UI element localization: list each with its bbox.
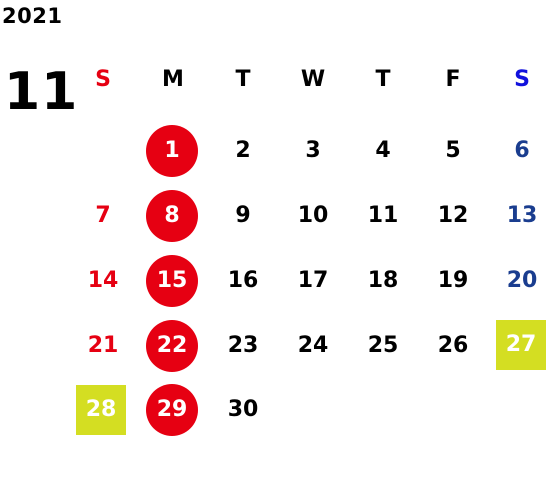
day-cell[interactable]: 6 (514, 138, 530, 163)
day-cell[interactable]: 14 (87, 268, 119, 293)
day-cell[interactable]: 25 (367, 333, 399, 358)
day-cell[interactable]: 22 (146, 320, 198, 372)
day-cell[interactable]: 20 (506, 268, 538, 293)
day-cell[interactable]: 15 (146, 255, 198, 307)
day-cell[interactable]: 30 (227, 397, 259, 422)
day-cell[interactable]: 8 (146, 190, 198, 242)
weekday-monday: M (162, 67, 184, 92)
day-cell[interactable]: 29 (146, 384, 198, 436)
weekday-thursday: T (375, 67, 391, 92)
weekday-tuesday: T (235, 67, 251, 92)
year-label: 2021 (2, 4, 63, 28)
day-cell[interactable]: 19 (437, 268, 469, 293)
day-cell[interactable]: 17 (297, 268, 329, 293)
day-cell[interactable]: 4 (375, 138, 391, 163)
day-cell-highlighted[interactable]: 27 (496, 320, 546, 370)
day-cell-highlighted[interactable]: 28 (76, 385, 126, 435)
day-cell[interactable]: 3 (305, 138, 321, 163)
day-cell[interactable]: 23 (227, 333, 259, 358)
day-cell[interactable]: 12 (437, 203, 469, 228)
day-cell[interactable]: 2 (235, 138, 251, 163)
day-cell[interactable]: 21 (87, 333, 119, 358)
weekday-friday: F (445, 67, 461, 92)
day-cell[interactable]: 18 (367, 268, 399, 293)
day-cell[interactable]: 16 (227, 268, 259, 293)
day-cell[interactable]: 9 (235, 203, 251, 228)
day-cell[interactable]: 10 (297, 203, 329, 228)
day-cell[interactable]: 5 (445, 138, 461, 163)
day-cell[interactable]: 13 (506, 203, 538, 228)
day-cell[interactable]: 11 (367, 203, 399, 228)
day-cell[interactable]: 7 (95, 203, 111, 228)
day-cell[interactable]: 24 (297, 333, 329, 358)
day-cell[interactable]: 26 (437, 333, 469, 358)
weekday-wednesday: W (300, 67, 326, 92)
weekday-saturday: S (514, 67, 530, 92)
month-label: 11 (4, 62, 79, 122)
weekday-sunday: S (95, 67, 111, 92)
day-cell[interactable]: 1 (146, 125, 198, 177)
